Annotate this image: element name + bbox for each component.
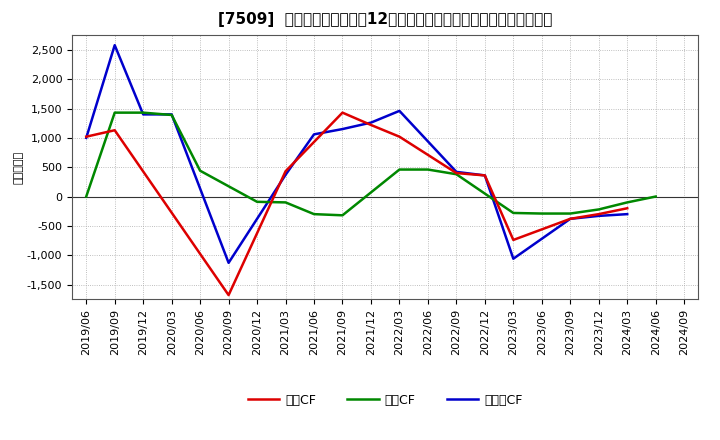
投資CF [423,167,432,172]
投資CF [167,112,176,117]
営業CF [395,134,404,139]
投資CF [338,213,347,218]
投資CF [82,194,91,199]
投資CF [595,207,603,212]
営業CF [366,122,375,128]
フリーCF [452,169,461,175]
Line: 投資CF: 投資CF [86,113,656,215]
投資CF [452,172,461,177]
営業CF [282,169,290,174]
Line: 営業CF: 営業CF [86,113,627,295]
投資CF [282,200,290,205]
フリーCF [225,260,233,265]
営業CF [623,205,631,211]
フリーCF [310,132,318,137]
投資CF [196,168,204,173]
投資CF [509,210,518,216]
投資CF [395,167,404,172]
フリーCF [480,173,489,178]
営業CF [82,134,91,139]
フリーCF [623,212,631,217]
フリーCF [338,126,347,132]
フリーCF [282,172,290,177]
投資CF [537,211,546,216]
投資CF [310,212,318,217]
フリーCF [82,135,91,140]
フリーCF [139,112,148,117]
営業CF [225,293,233,298]
営業CF [110,128,119,133]
営業CF [480,173,489,178]
投資CF [253,199,261,205]
投資CF [139,110,148,115]
Title: [7509]  キャッシュフローの12か月移動合計の対前年同期増減額の推移: [7509] キャッシュフローの12か月移動合計の対前年同期増減額の推移 [218,12,552,27]
フリーCF [595,213,603,219]
営業CF [595,212,603,217]
営業CF [452,170,461,176]
営業CF [509,237,518,242]
Y-axis label: （百万円）: （百万円） [14,150,24,184]
投資CF [623,200,631,205]
Line: フリーCF: フリーCF [86,45,627,263]
投資CF [652,194,660,199]
フリーCF [366,120,375,125]
投資CF [566,211,575,216]
営業CF [338,110,347,115]
フリーCF [509,256,518,261]
フリーCF [566,216,575,221]
Legend: 営業CF, 投資CF, フリーCF: 営業CF, 投資CF, フリーCF [243,389,528,412]
営業CF [566,216,575,221]
フリーCF [167,112,176,117]
投資CF [110,110,119,115]
フリーCF [395,108,404,114]
フリーCF [110,43,119,48]
